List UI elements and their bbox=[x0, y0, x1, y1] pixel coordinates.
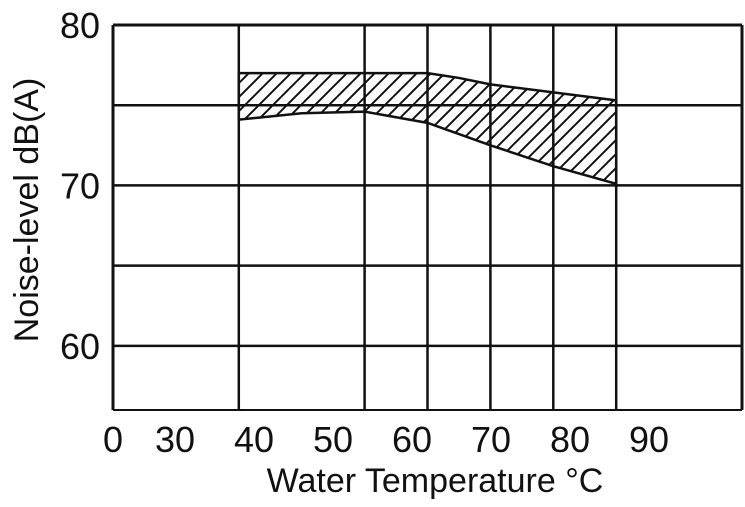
y-tick-label: 70 bbox=[60, 165, 100, 206]
x-tick-label: 60 bbox=[392, 419, 432, 460]
x-tick-label: 40 bbox=[234, 419, 274, 460]
plot-frame bbox=[111, 23, 744, 411]
x-tick-label: 50 bbox=[313, 419, 353, 460]
x-tick-labels: 0 30 40 50 60 70 80 90 bbox=[103, 419, 669, 460]
x-tick-label: 80 bbox=[550, 419, 590, 460]
noise-band-area bbox=[237, 71, 618, 186]
x-tick-label: 90 bbox=[629, 419, 669, 460]
y-tick-label: 80 bbox=[60, 5, 100, 46]
y-tick-label: 60 bbox=[60, 326, 100, 367]
x-axis-label: Water Temperature °C bbox=[267, 462, 604, 500]
y-axis-label: Noise-level dB(A) bbox=[8, 78, 46, 343]
x-tick-label: 30 bbox=[155, 419, 195, 460]
y-tick-labels: 60 70 80 bbox=[60, 5, 100, 367]
x-tick-label: 0 bbox=[103, 419, 123, 460]
x-tick-label: 70 bbox=[471, 419, 511, 460]
